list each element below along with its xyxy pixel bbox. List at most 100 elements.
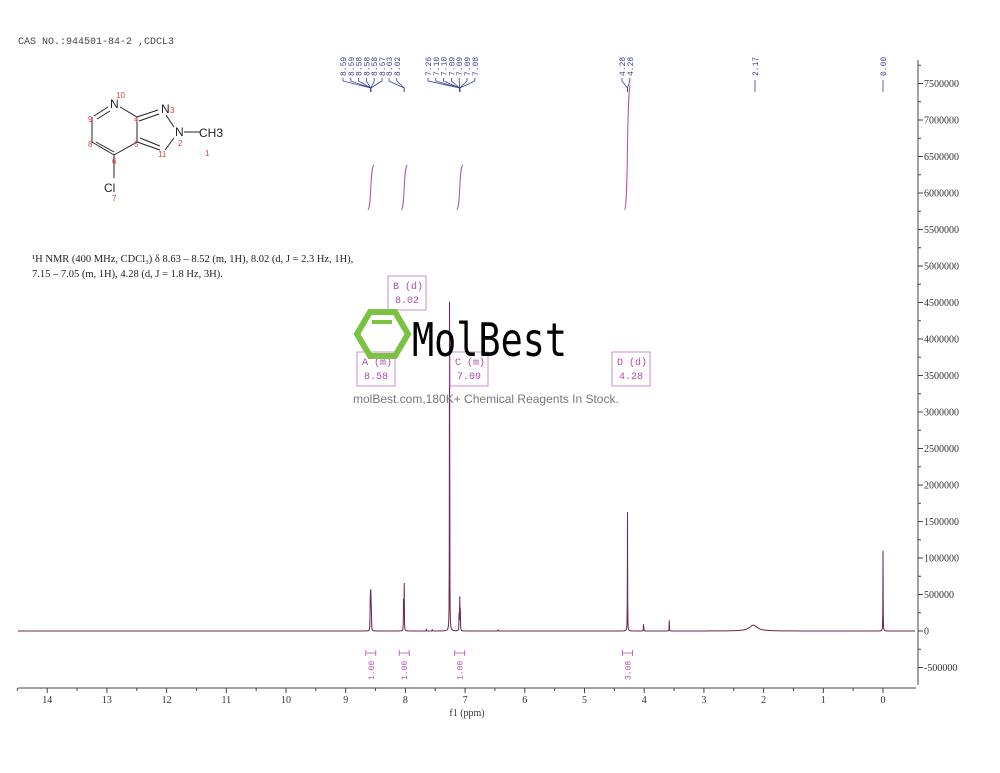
y-tick-label: -500000: [924, 663, 957, 674]
watermark-text: molBest.com,180K+ Chemical Reagents In S…: [353, 392, 619, 406]
y-tick-label: 5500000: [924, 225, 959, 236]
atom-number: 4: [134, 115, 139, 124]
atom-number: 7: [112, 194, 117, 203]
multiplet-box: [356, 351, 396, 387]
peak-label-connector: [370, 78, 375, 92]
atom-label: Cl: [104, 181, 115, 195]
multiplet-shift: 4.28: [619, 372, 643, 383]
peak-label: 8.58: [371, 57, 380, 76]
multiplet-box: [611, 351, 651, 387]
integral-value: 1.00: [368, 661, 377, 680]
peak-label: 8.59: [348, 57, 357, 76]
y-tick-label: 6500000: [924, 152, 959, 163]
y-tick-label: 2500000: [924, 444, 959, 455]
nmr-description: ¹H NMR (400 MHz, CDCl₃) δ 8.63 – 8.52 (m…: [32, 252, 353, 282]
atom-number: 6: [112, 157, 117, 166]
peak-label-connector: [366, 78, 372, 92]
peak-label: 8.03: [386, 57, 395, 76]
integral-bracket: [622, 650, 633, 656]
x-tick-label: 7: [463, 695, 468, 706]
x-tick-label: 5: [582, 695, 587, 706]
peak-label: 8.58: [363, 57, 372, 76]
integral-value: 1.00: [401, 661, 410, 680]
peak-label: 8.58: [356, 57, 365, 76]
atom-number: 9: [88, 115, 93, 124]
y-tick-label: 1500000: [924, 517, 959, 528]
y-tick-label: 6000000: [924, 189, 959, 200]
integral-curve: [400, 164, 408, 211]
y-tick-label: 7000000: [924, 116, 959, 127]
peak-label-connector: [621, 78, 628, 92]
y-tick-label: 0: [924, 627, 929, 638]
integral-value: 3.08: [624, 661, 633, 680]
x-tick-label: 0: [881, 695, 886, 706]
watermark: MolBest molBest.com,180K+ Chemical Reage…: [353, 309, 619, 406]
x-tick-label: 9: [343, 695, 348, 706]
multiplet-id: D: [617, 358, 623, 369]
multiplet-type: (m): [467, 357, 485, 369]
integral-bracket: [365, 650, 377, 656]
multiplet-type: (d): [405, 281, 423, 293]
y-tick-label: 3000000: [924, 408, 959, 419]
atom-number: 11: [158, 150, 167, 159]
multiplet-shift: 7.09: [457, 372, 481, 383]
cas-header: CAS NO.:944501-84-2 ,CDCL3: [18, 37, 175, 48]
y-tick-label: 500000: [924, 590, 954, 601]
peak-label: 4.28: [627, 57, 636, 76]
x-tick-label: 11: [221, 695, 231, 706]
peak-label: 8.59: [340, 57, 349, 76]
x-tick-label: 10: [281, 695, 291, 706]
logo-hexagon-icon: [353, 309, 412, 359]
integral-value: 1.00: [457, 661, 466, 680]
watermark-logo: MolBest: [412, 313, 567, 367]
multiplet-type: (d): [629, 357, 647, 369]
peak-label: 0.00: [880, 57, 889, 76]
peak-label-connector: [627, 78, 631, 92]
multiplet-id: B: [393, 282, 399, 293]
atom-number: 8: [88, 140, 93, 149]
peak-label: 7.09: [456, 57, 465, 76]
y-tick-label: 2000000: [924, 481, 959, 492]
atom-number: 5: [134, 140, 139, 149]
x-tick-label: 14: [42, 695, 52, 706]
x-tick-label: 4: [642, 695, 647, 706]
x-tick-label: 2: [761, 695, 766, 706]
peak-label-connector: [350, 78, 372, 92]
integral-bracket: [398, 650, 410, 656]
atom-label: N: [110, 97, 119, 111]
peak-label: 7.09: [448, 57, 457, 76]
peak-label: 7.08: [472, 57, 481, 76]
molecule-structure: [91, 106, 200, 178]
integral-curve: [623, 84, 631, 211]
atom-number: 1: [205, 149, 210, 158]
x-tick-label: 3: [701, 695, 706, 706]
atom-label: CH3: [199, 126, 223, 140]
y-tick-label: 3500000: [924, 371, 959, 382]
y-tick-label: 1000000: [924, 554, 959, 565]
peak-label-connector: [396, 78, 405, 92]
multiplet-id: C: [455, 358, 461, 369]
multiplet-type: (m): [374, 357, 392, 369]
x-tick-label: 13: [102, 695, 112, 706]
x-tick-label: 12: [162, 695, 172, 706]
integral-curve: [456, 164, 464, 211]
peak-label: 4.28: [619, 57, 628, 76]
integral-bracket: [454, 650, 466, 656]
description-line-2: 7.15 – 7.05 (m, 1H), 4.28 (d, J = 1.8 Hz…: [32, 269, 223, 280]
multiplet-box: [387, 275, 427, 311]
integral-curve: [367, 164, 375, 211]
peak-label: 7.26: [425, 57, 434, 76]
multiplet-id: A: [362, 358, 368, 369]
peak-label: 7.10: [433, 57, 442, 76]
atom-number: 10: [116, 91, 125, 100]
multiplet-box: [449, 351, 489, 387]
multiplet-shift: 8.02: [395, 296, 419, 307]
peak-label-connector: [459, 78, 476, 92]
peak-label: 7.09: [464, 57, 473, 76]
atom-label: N: [175, 125, 184, 139]
y-tick-label: 4500000: [924, 298, 959, 309]
x-axis-label: f1 (ppm): [449, 708, 484, 719]
peak-label: 7.10: [441, 57, 450, 76]
atom-number: 3: [170, 106, 175, 115]
